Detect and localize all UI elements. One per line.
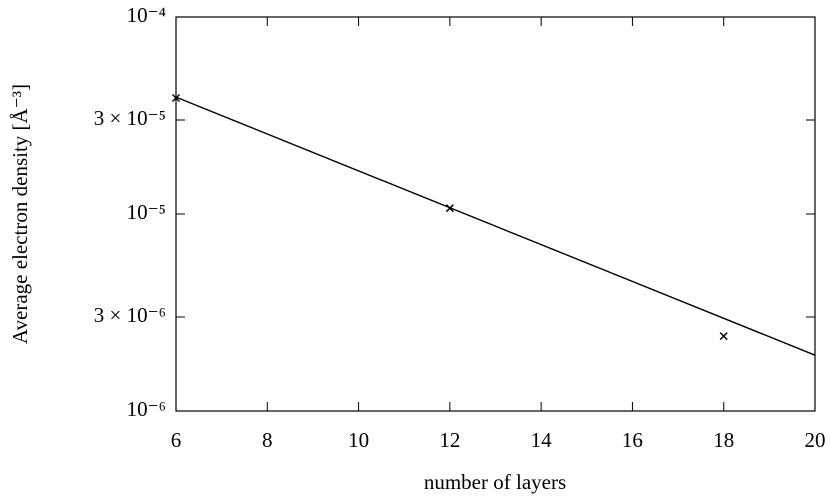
data-point (171, 93, 181, 103)
x-axis-label: number of layers (424, 470, 566, 494)
x-tick-label: 16 (622, 428, 643, 452)
y-tick-label: 10⁻⁴ (127, 3, 166, 27)
plot-frame (175, 16, 816, 412)
y-axis-label: Average electron density [Å⁻³] (8, 84, 32, 344)
y-tick-label: 3 × 10⁻⁵ (94, 106, 166, 130)
x-tick-label: 14 (531, 428, 553, 452)
x-tick-label: 18 (713, 428, 734, 452)
data-point (445, 204, 454, 213)
x-tick-label: 20 (805, 428, 826, 452)
y-tick-label: 10⁻⁶ (127, 397, 166, 421)
data-point (719, 332, 728, 341)
y-tick-label: 10⁻⁵ (127, 200, 166, 224)
y-tick-label: 3 × 10⁻⁶ (94, 303, 166, 327)
fit-line (175, 96, 816, 356)
x-tick-label: 8 (262, 428, 273, 452)
x-tick-label: 6 (171, 428, 182, 452)
x-tick-label: 10 (348, 428, 369, 452)
x-tick-label: 12 (439, 428, 460, 452)
